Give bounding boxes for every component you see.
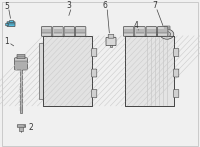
FancyBboxPatch shape (155, 32, 161, 36)
FancyBboxPatch shape (164, 26, 170, 30)
FancyBboxPatch shape (157, 27, 168, 36)
FancyBboxPatch shape (123, 27, 134, 36)
Bar (9, 20, 13, 22)
Circle shape (163, 32, 171, 37)
FancyBboxPatch shape (92, 90, 97, 97)
FancyBboxPatch shape (92, 69, 97, 77)
Text: 7: 7 (152, 1, 157, 10)
FancyBboxPatch shape (92, 49, 97, 56)
Bar (19, 127, 23, 131)
Text: 6: 6 (103, 1, 108, 10)
Bar (20, 69, 22, 113)
FancyBboxPatch shape (135, 27, 145, 36)
Text: 2: 2 (29, 123, 33, 132)
Bar (125, 36, 174, 106)
Bar (43, 36, 92, 106)
FancyBboxPatch shape (17, 54, 25, 59)
Circle shape (160, 29, 174, 39)
FancyBboxPatch shape (174, 69, 179, 77)
FancyBboxPatch shape (75, 27, 86, 36)
FancyBboxPatch shape (108, 34, 114, 38)
FancyBboxPatch shape (174, 49, 179, 56)
Bar (39, 43, 43, 99)
Bar (43, 36, 92, 106)
FancyBboxPatch shape (64, 27, 74, 36)
Text: 5: 5 (4, 2, 9, 11)
FancyBboxPatch shape (41, 27, 52, 36)
Bar (110, 45, 112, 47)
Text: 1: 1 (4, 37, 9, 46)
FancyBboxPatch shape (174, 90, 179, 97)
Bar (5, 23, 8, 25)
Text: 3: 3 (67, 1, 71, 10)
FancyBboxPatch shape (146, 27, 157, 36)
FancyBboxPatch shape (106, 37, 116, 46)
FancyBboxPatch shape (7, 22, 15, 26)
FancyBboxPatch shape (15, 58, 27, 70)
Bar (17, 124, 25, 127)
Text: 4: 4 (134, 21, 139, 30)
Bar (125, 36, 174, 106)
FancyBboxPatch shape (53, 27, 63, 36)
Bar (43, 36, 70, 106)
